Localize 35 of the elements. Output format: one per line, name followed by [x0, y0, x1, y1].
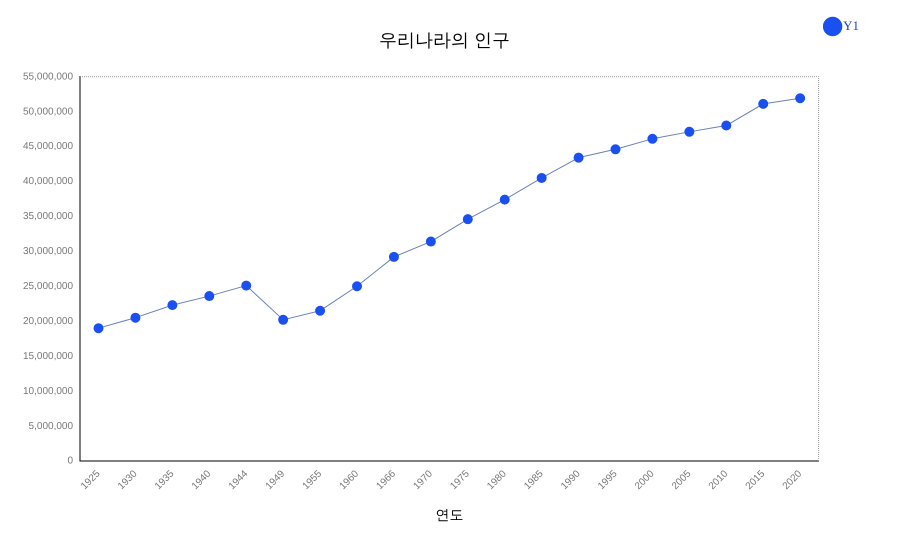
y-tick-label: 5,000,000 — [28, 420, 74, 432]
y-tick-label: 20,000,000 — [22, 316, 74, 327]
point — [94, 323, 104, 334]
point — [500, 194, 510, 205]
point — [426, 236, 436, 247]
point — [462, 214, 473, 224]
y-tick-label: 35,000,000 — [22, 211, 74, 222]
y-tick-label: 45,000,000 — [22, 141, 74, 152]
y-tick-label: 55,000,000 — [22, 71, 74, 82]
point — [352, 281, 362, 292]
point — [610, 144, 621, 154]
point — [758, 98, 768, 109]
point — [388, 252, 399, 262]
y-tick-label: 0 — [67, 456, 74, 467]
point — [167, 300, 178, 310]
y-tick-label: 30,000,000 — [22, 246, 74, 258]
point — [204, 291, 214, 302]
point — [684, 126, 694, 137]
y-tick-label: 15,000,000 — [22, 350, 74, 362]
point — [241, 280, 252, 291]
point — [315, 306, 326, 316]
y-tick-label: 10,000,000 — [22, 386, 74, 397]
chart-title: 우리나라의 인구 — [378, 30, 510, 50]
point — [795, 93, 806, 104]
point — [647, 134, 658, 144]
y-tick-label: 40,000,000 — [22, 176, 74, 188]
y-tick-label: 50,000,000 — [22, 106, 74, 118]
point — [536, 172, 547, 183]
point — [130, 312, 140, 323]
point — [574, 152, 584, 163]
y-tick-label: 25,000,000 — [22, 281, 74, 292]
point — [278, 314, 288, 325]
point — [721, 120, 732, 131]
legend-label: Y1 — [843, 18, 859, 33]
x-axis-title: 연도 — [435, 506, 464, 522]
